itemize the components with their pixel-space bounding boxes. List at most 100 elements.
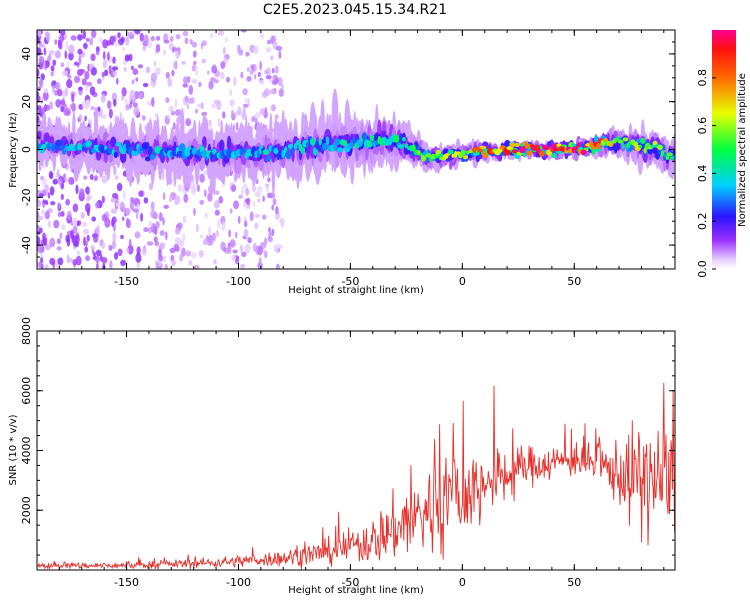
spectrogram-cell <box>318 138 322 146</box>
spectrogram-cell <box>169 36 174 42</box>
spectrogram-cell <box>148 220 153 228</box>
spectrogram-cell <box>174 98 178 109</box>
spectrogram-cell <box>120 234 124 240</box>
spectrogram-cell <box>574 145 578 151</box>
spectrogram-cell <box>77 220 82 226</box>
spectrogram-cell <box>657 144 663 150</box>
spectrogram-cell <box>276 263 280 269</box>
spectrogram-cell <box>84 202 91 213</box>
spectrogram-cell <box>670 157 675 180</box>
spectrogram-cell <box>83 236 86 246</box>
spectrogram-cell <box>88 64 93 71</box>
spectrogram-cell <box>97 78 102 85</box>
spectrogram-cell <box>201 58 206 64</box>
spectrogram-cell <box>244 243 251 254</box>
spectrogram-cell <box>82 30 87 40</box>
spectrogram-cell <box>269 192 276 199</box>
spectrogram-cell <box>58 178 63 186</box>
spectrogram-cell <box>112 56 116 64</box>
spectrogram-cell <box>188 260 193 266</box>
spectrogram-cell <box>142 44 147 52</box>
spectrogram-cell <box>62 149 67 155</box>
spectrogram-cell <box>119 201 125 212</box>
spectrogram-cell <box>404 143 409 149</box>
spectrogram-cell <box>238 194 243 199</box>
spectrogram-cell <box>111 92 117 102</box>
spectrogram-cell <box>264 250 268 259</box>
spectrogram-cell <box>393 134 400 143</box>
spectrogram-cell <box>86 234 90 242</box>
spectrogram-cell <box>229 208 233 214</box>
spectrogram-cell <box>213 79 219 84</box>
spectrogram-cell <box>580 149 587 156</box>
spectrogram-cell <box>84 115 87 122</box>
x-tick-label: 50 <box>567 275 581 288</box>
spectrogram-cell <box>142 82 149 88</box>
spectrogram-cell <box>183 193 189 203</box>
spectrogram-cell <box>54 50 62 59</box>
spectrogram-cell <box>179 240 184 248</box>
spectrogram-cell <box>120 36 125 43</box>
spectrogram-cell <box>37 130 42 141</box>
spectrogram-cell <box>165 97 170 103</box>
spectrogram-cell <box>37 115 40 124</box>
spectrogram-cell <box>133 106 140 116</box>
spectrogram-cell <box>231 254 236 261</box>
spectrogram-cell <box>285 150 292 160</box>
y-tick-label: 8000 <box>20 317 33 345</box>
spectrogram-cell <box>210 32 214 38</box>
spectrogram-cell <box>259 79 265 85</box>
x-tick-label: -150 <box>114 275 139 288</box>
spectrogram-cell <box>171 259 177 267</box>
spectrogram-cell <box>265 185 269 193</box>
colorbar-tick-label: 0.6 <box>696 117 709 135</box>
spectrogram-cell <box>91 216 96 222</box>
spectrogram-cell <box>237 106 242 115</box>
x-tick-label: 50 <box>567 576 581 589</box>
spectrogram-cell <box>511 149 518 154</box>
spectrogram-cell <box>259 32 264 39</box>
spectrogram-cell <box>202 136 207 149</box>
spectrogram-cell <box>504 140 511 147</box>
spectrogram-cell <box>109 35 115 46</box>
spectrogram-cell <box>120 95 125 101</box>
spectrogram-cell <box>120 259 127 267</box>
spectrogram-cell <box>56 89 63 97</box>
spectrogram-cell <box>49 136 55 146</box>
spectrogram-cell <box>257 185 263 194</box>
spectrogram-cell <box>247 237 252 244</box>
spectrogram-cell <box>116 77 119 85</box>
spectrogram-cell <box>218 139 225 152</box>
spectrogram-cell <box>266 39 272 45</box>
spectrogram-cell <box>95 255 101 263</box>
spectrogram-cell <box>411 144 416 152</box>
spectrogram-cell <box>56 238 61 245</box>
spectrogram-cell <box>196 184 200 192</box>
spectrogram-cell <box>86 196 90 202</box>
spectrogram-cell <box>229 239 236 248</box>
spectrogram-cell <box>95 201 100 209</box>
spectrogram-cell <box>37 236 41 245</box>
spectrogram-cell <box>111 216 117 224</box>
spectrogram-cell <box>277 77 283 87</box>
spectrogram-cell <box>43 88 49 94</box>
spectrogram-cell <box>91 30 97 39</box>
spectrogram-cell <box>101 213 108 222</box>
spectrogram-cell <box>189 182 195 191</box>
spectrogram-cell <box>242 201 247 208</box>
spectrogram-cell <box>247 98 250 108</box>
spectrogram-cell <box>85 140 92 147</box>
spectrogram-cell <box>98 37 104 44</box>
spectrogram-cell <box>51 84 55 94</box>
spectrogram-cell <box>132 208 139 213</box>
spectrogram-cell <box>78 113 83 122</box>
spectrogram-cell <box>86 99 91 108</box>
spectrogram-cell <box>101 71 106 78</box>
spectrogram-cell <box>68 52 74 61</box>
spectrogram-cell <box>264 106 268 114</box>
spectrogram-cell <box>211 103 216 109</box>
snr-plot-area <box>37 331 675 570</box>
spectrogram-cell <box>128 238 132 249</box>
spectrogram-cell <box>278 88 284 97</box>
spectrogram-cell <box>132 68 139 75</box>
